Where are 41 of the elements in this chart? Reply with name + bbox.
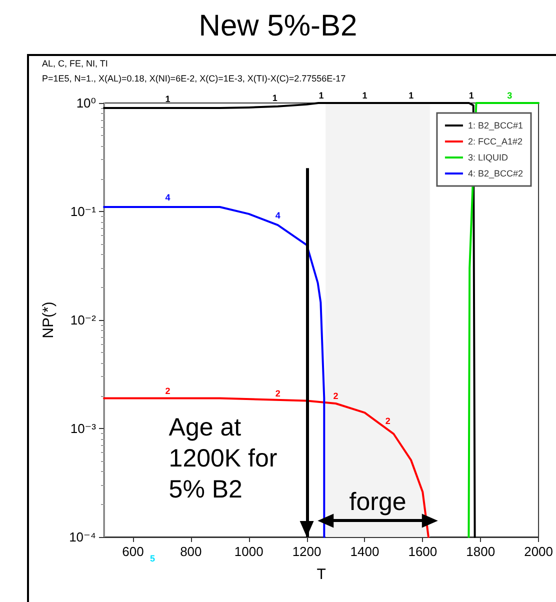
line-series xyxy=(103,206,326,538)
annotation: 2 xyxy=(275,388,280,398)
annotation: 4 xyxy=(275,210,280,221)
x-axis-title: T xyxy=(316,566,326,583)
text: P=1E5, N=1., X(AL)=0.18, X(NI)=6E-2, X(C)=1E-3, X(TI)-X(C)=2.77556E-17 xyxy=(42,74,346,84)
x-tick-label: 600 xyxy=(122,544,144,559)
legend-label: 2: FCC_A1#2 xyxy=(468,136,522,146)
line-series xyxy=(103,397,430,538)
y-tick-label: 10⁻³ xyxy=(70,421,97,436)
annotation: 1 xyxy=(318,90,324,100)
text: 5 xyxy=(150,554,156,564)
annotation: 1 xyxy=(362,90,368,100)
y-tick-label: 10⁻¹ xyxy=(70,204,97,219)
annotation: 1 xyxy=(165,94,170,104)
chart-title: New 5%-B2 xyxy=(198,10,358,42)
x-tick-label: 1600 xyxy=(408,544,438,559)
x-tick-label: 1000 xyxy=(234,544,264,559)
legend-label: 1: B2_BCC#1 xyxy=(468,120,524,130)
y-axis-title: NP(*) xyxy=(40,302,57,338)
legend-label: 4: B2_BCC#2 xyxy=(468,168,524,178)
x-tick-label: 1800 xyxy=(466,544,496,559)
annotation: 2 xyxy=(165,386,170,396)
ref-line-label: Age at 1200K for 5% B2 xyxy=(168,414,278,504)
y-tick-label: 10⁰ xyxy=(76,96,96,110)
annotation: 1 xyxy=(468,90,474,100)
x-tick-label: 800 xyxy=(180,544,202,559)
x-tick-label: 1200 xyxy=(292,544,322,559)
legend-label: 3: LIQUID xyxy=(468,152,508,162)
annotation: 3 xyxy=(507,90,512,100)
annotation: 1 xyxy=(272,92,278,103)
band-label: forge xyxy=(349,488,406,516)
text: AL, C, FE, NI, TI xyxy=(42,58,108,68)
line-series xyxy=(103,102,476,538)
y-tick-label: 10⁻⁴ xyxy=(69,530,96,544)
annotation: 2 xyxy=(385,416,390,426)
annotation: 1 xyxy=(408,90,414,100)
x-tick-label: 1400 xyxy=(350,544,380,559)
x-tick-label: 2000 xyxy=(524,544,553,559)
y-tick-label: 10⁻² xyxy=(70,312,97,328)
annotation: 4 xyxy=(165,192,170,202)
annotation: 2 xyxy=(333,390,338,401)
